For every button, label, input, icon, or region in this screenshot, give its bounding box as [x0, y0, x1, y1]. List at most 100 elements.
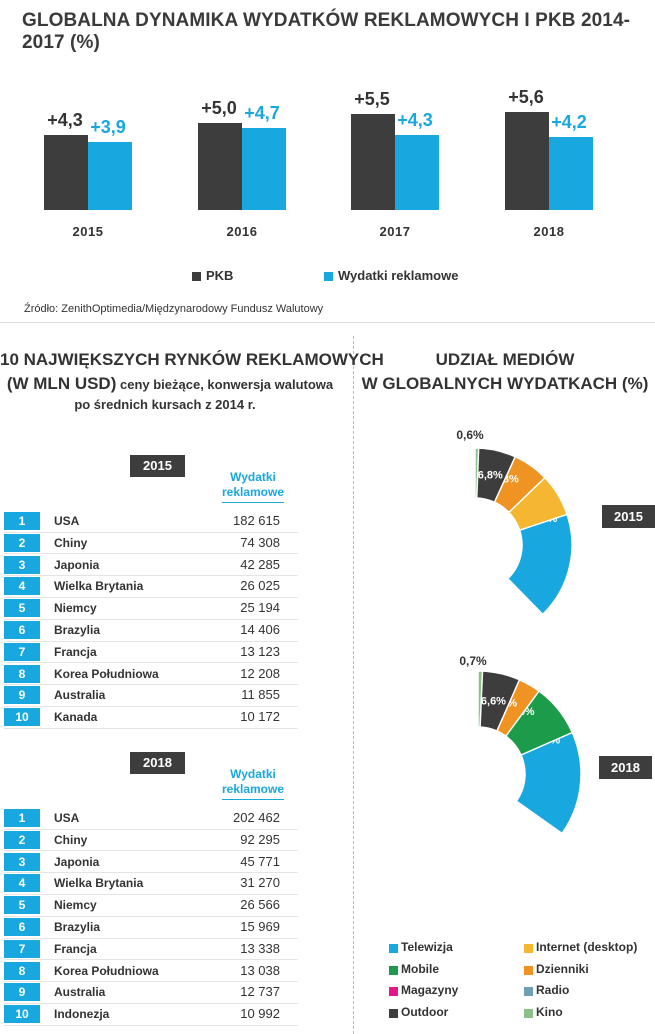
row-divider [4, 618, 298, 620]
ad-spend-value: 92 295 [240, 831, 280, 847]
row-divider [4, 981, 298, 983]
year-label-2016: 2016 [226, 224, 258, 239]
year-label-2018: 2018 [533, 224, 565, 239]
media-title: UDZIAŁ MEDIÓW [435, 350, 575, 369]
markets-subtitle: (W MLN USD) ceny bieżące, konwersja walu… [0, 374, 340, 394]
bar-chart: +4,3 +3,9 2015 +5,0 +4,7 2016 +5,5 +4,3 2017 +5,6… [0, 60, 655, 260]
rank-box: 10 [4, 708, 40, 727]
bar-gdp-label-2016: +5,0 [201, 97, 237, 118]
legend-label: Outdoor [401, 1004, 449, 1019]
legend-ad-swatch [324, 272, 333, 281]
row-divider [4, 872, 298, 874]
country-name: Chiny [54, 832, 88, 847]
ad-spend-value: 14 406 [240, 622, 280, 637]
country-name: Australia [54, 688, 106, 703]
legend-swatch-dzienniki [524, 965, 533, 975]
column-divider [353, 336, 354, 1034]
bar-gdp-2018 [505, 112, 549, 210]
ad-spend-value: 15 969 [240, 919, 280, 934]
col-head-line1: Wydatki [230, 470, 276, 484]
legend-swatch-outdoor [389, 1008, 398, 1018]
ad-spend-value: 12 737 [240, 984, 280, 1000]
pie-label-2018: 0,7% [459, 654, 487, 668]
markets-unit: (W MLN USD) [6, 374, 117, 393]
legend-swatch-kino [524, 1008, 533, 1018]
row-divider [4, 575, 298, 577]
ad-spend-value: 25 194 [240, 600, 280, 616]
rank-box: 2 [4, 830, 40, 849]
ad-spend-value: 26 025 [240, 578, 280, 594]
col-head-underline [222, 799, 284, 800]
legend-swatch-internet-desktop- [524, 944, 533, 953]
ad-spend-value: 31 270 [240, 875, 280, 891]
rank-box: 4 [4, 874, 40, 893]
legend-label: Magazyny [401, 983, 459, 997]
bar-ad-2018 [549, 136, 593, 210]
country-name: Wielka Brytania [54, 876, 144, 891]
rank-box: 4 [4, 577, 40, 596]
legend-label: Internet (desktop) [536, 940, 638, 954]
ad-spend-value: 74 308 [240, 534, 280, 550]
legend-label: Kino [536, 1004, 563, 1019]
ad-spend-value: 182 615 [233, 513, 280, 528]
country-name: Brazylia [54, 623, 101, 637]
year-label-2017: 2017 [379, 224, 411, 239]
row-divider [4, 705, 298, 707]
pie-label-2015: 0,6% [456, 428, 484, 442]
row-divider [4, 959, 298, 961]
bar-ad-2017 [395, 134, 439, 210]
pie-year-box [602, 505, 655, 528]
bar-ad-label-2016: +4,7 [244, 102, 280, 123]
rank-box: 1 [4, 512, 40, 530]
ad-spend-value: 45 771 [240, 853, 280, 869]
country-name: Indonezja [54, 1007, 110, 1022]
bar-gdp-2016 [198, 122, 242, 210]
section-divider [0, 322, 655, 323]
legend-ad-label: Wydatki reklamowe [338, 268, 459, 283]
ad-spend-value: 42 285 [240, 556, 280, 572]
row-divider [4, 640, 298, 642]
ad-spend-value: 13 038 [240, 962, 280, 978]
country-name: Chiny [54, 535, 88, 550]
rank-box: 5 [4, 896, 40, 915]
legend-label: Dzienniki [536, 961, 589, 976]
country-name: Francja [54, 644, 97, 659]
row-divider [4, 531, 298, 533]
legend-label: Radio [536, 983, 570, 997]
pie-year-label: 2015 [614, 509, 643, 524]
ad-spend-value: 10 992 [240, 1006, 280, 1022]
legend-swatch-radio [524, 987, 533, 996]
page-title: GLOBALNA DYNAMIKA WYDATKÓW REKLAMOWYCH I… [22, 10, 631, 53]
pie-label-2018: 6,6% [481, 696, 506, 708]
media-pies: 37,7%19,9%9,2%12,8%6,5%6,5%6,8%0,6%20153… [456, 428, 655, 835]
ad-spend-value: 12 208 [240, 665, 280, 681]
rank-box: 6 [4, 918, 40, 936]
markets-note: ceny bieżące, konwersja walutowa [116, 377, 334, 392]
legend-swatch-telewizja [389, 944, 398, 953]
row-divider [4, 1024, 298, 1026]
bar-gdp-label-2017: +5,5 [354, 88, 390, 109]
row-divider [4, 727, 298, 729]
row-divider [4, 662, 298, 664]
rank-box: 7 [4, 642, 40, 661]
year-label-2015: 2015 [72, 224, 104, 239]
row-divider [4, 893, 298, 895]
country-name: Francja [54, 941, 97, 956]
country-name: Korea Południowa [54, 666, 159, 681]
source-note: Źródło: ZenithOptimedia/Międzynarodowy F… [24, 303, 324, 315]
row-divider [4, 850, 298, 852]
pie-slice-2015-kino [474, 447, 480, 499]
col-head-line1: Wydatki [230, 767, 276, 781]
rank-box: 9 [4, 983, 40, 1002]
pie-year-label: 2018 [611, 760, 640, 775]
ad-spend-value: 13 123 [240, 643, 280, 659]
pie-year-box [599, 756, 652, 779]
ad-spend-value: 26 566 [240, 897, 280, 913]
bar-gdp-label-2015: +4,3 [47, 109, 83, 130]
row-divider [4, 937, 298, 939]
ad-spend-value: 10 172 [240, 709, 280, 725]
country-name: Brazylia [54, 920, 101, 934]
rank-box: 3 [4, 852, 40, 871]
row-divider [4, 596, 298, 598]
markets-title: 10 NAJWIĘKSZYCH RYNKÓW REKLAMOWYCH [0, 350, 384, 369]
